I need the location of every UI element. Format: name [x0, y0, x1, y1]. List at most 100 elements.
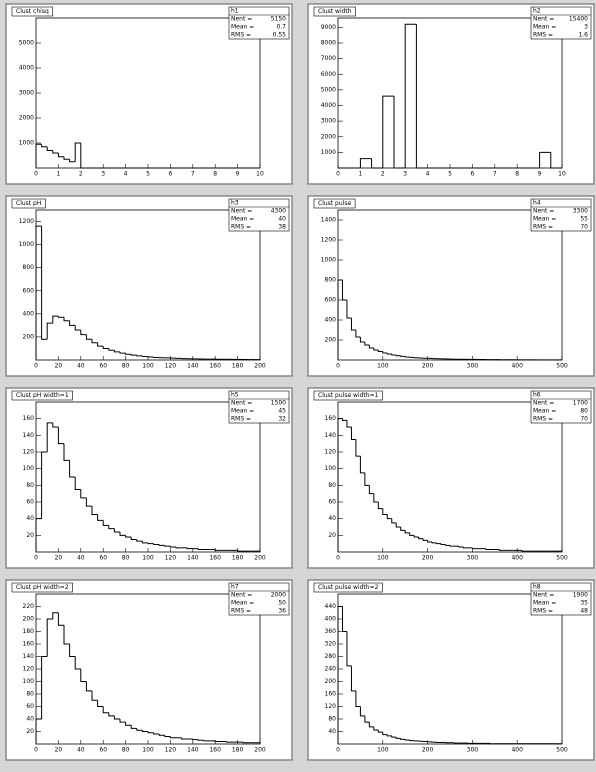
histogram-bin: [35, 718, 42, 744]
y-tick-label: 5000: [321, 86, 336, 93]
stats-value: 38: [278, 224, 286, 231]
stats-value: 1.6: [578, 32, 588, 39]
stats-label: Nent =: [231, 400, 252, 407]
x-tick-label: 500: [556, 747, 568, 754]
histogram-bin: [355, 330, 361, 338]
y-tick-label: 1200: [19, 218, 34, 225]
histogram-bin: [377, 350, 383, 352]
x-tick-label: 2: [381, 171, 385, 178]
stats-value: 35: [580, 600, 588, 607]
histogram-bin: [373, 348, 379, 351]
histogram-bin: [225, 741, 232, 743]
stats-label: Mean =: [533, 600, 556, 607]
x-tick-label: 3: [101, 171, 105, 178]
histogram-bin: [386, 514, 392, 520]
histogram-bin: [214, 740, 221, 742]
x-tick-label: 0: [336, 363, 340, 370]
stats-value: 0.7: [276, 24, 286, 31]
chart-title: Clust chisq: [16, 8, 49, 15]
histogram-bin: [237, 550, 244, 552]
histogram-bin: [46, 422, 53, 452]
histogram-bin: [130, 537, 137, 540]
histogram-bin: [63, 156, 70, 160]
histogram-bin: [346, 300, 352, 319]
y-tick-label: 160: [325, 415, 337, 422]
y-tick-label: 400: [23, 310, 35, 317]
stats-value: 48: [580, 608, 588, 615]
title-box: [313, 582, 383, 593]
histogram-bin: [136, 539, 143, 542]
x-tick-label: 200: [422, 363, 434, 370]
x-tick-label: 40: [77, 747, 85, 754]
histogram-bin: [80, 330, 87, 336]
stats-box: [228, 582, 290, 616]
stats-label: Nent =: [533, 592, 554, 599]
stats-label: Mean =: [533, 216, 556, 223]
x-tick-label: 200: [422, 747, 434, 754]
y-tick-label: 40: [328, 515, 336, 522]
y-tick-label: 100: [23, 678, 35, 685]
histogram-bin: [74, 142, 81, 162]
y-tick-label: 2000: [19, 115, 34, 122]
chart-title: Clust pulse: [318, 200, 351, 207]
histogram-bin: [108, 525, 115, 530]
histogram-bin: [80, 489, 87, 499]
histogram-bin: [52, 612, 59, 619]
x-tick-label: 4: [124, 171, 128, 178]
histogram-bin: [214, 549, 221, 551]
histogram-bin: [395, 355, 401, 357]
stats-value: 32: [278, 416, 286, 423]
x-tick-label: 500: [556, 363, 568, 370]
histogram-bin: [371, 158, 383, 169]
x-tick-label: 300: [467, 555, 479, 562]
stats-label: RMS =: [231, 416, 251, 423]
x-tick-label: 6: [168, 171, 172, 178]
y-tick-label: 6000: [321, 71, 336, 78]
histogram-bin: [386, 734, 392, 737]
x-tick-label: 1: [358, 171, 362, 178]
histogram-bin: [85, 334, 92, 340]
histogram-bin: [57, 316, 64, 318]
stats-label: RMS =: [231, 608, 251, 615]
histogram-bin: [113, 528, 120, 533]
histogram-bin: [404, 530, 410, 534]
stats-value: 80: [580, 408, 588, 415]
histogram-bin: [436, 542, 442, 545]
x-tick-label: 10: [256, 171, 264, 178]
y-tick-label: 200: [23, 333, 35, 340]
histogram-bin: [391, 518, 397, 524]
histogram-bin: [400, 527, 406, 531]
histogram-bin: [46, 618, 53, 657]
x-tick-label: 160: [209, 747, 221, 754]
x-tick-label: 100: [142, 747, 154, 754]
histogram-bin: [97, 514, 104, 521]
x-tick-label: 0: [34, 363, 38, 370]
title-box: [11, 198, 46, 209]
y-tick-label: 1200: [321, 237, 336, 244]
histogram-bin: [74, 477, 81, 490]
histogram-bin: [341, 606, 347, 632]
title-box: [313, 6, 356, 17]
histogram-bin: [108, 348, 115, 351]
y-tick-label: 200: [325, 337, 337, 344]
histogram-bin: [462, 547, 468, 549]
stats-label: Nent =: [533, 208, 554, 215]
histogram-bin: [141, 541, 148, 544]
stats-value: 4300: [271, 208, 286, 215]
stats-value: 55: [580, 216, 588, 223]
histogram-bin: [382, 508, 388, 515]
histogram-bin: [41, 226, 48, 340]
stats-box: [228, 6, 290, 40]
x-tick-label: 9: [538, 171, 542, 178]
stats-value: 1700: [573, 400, 588, 407]
histogram-bin: [141, 730, 148, 732]
histogram-bin: [498, 549, 504, 551]
title-box: [11, 390, 73, 401]
x-tick-label: 7: [191, 171, 195, 178]
stats-name: h8: [533, 584, 541, 591]
stats-label: Nent =: [533, 16, 554, 23]
histogram-bin: [108, 712, 115, 717]
stats-label: Mean =: [533, 408, 556, 415]
histogram-bin: [85, 497, 92, 507]
